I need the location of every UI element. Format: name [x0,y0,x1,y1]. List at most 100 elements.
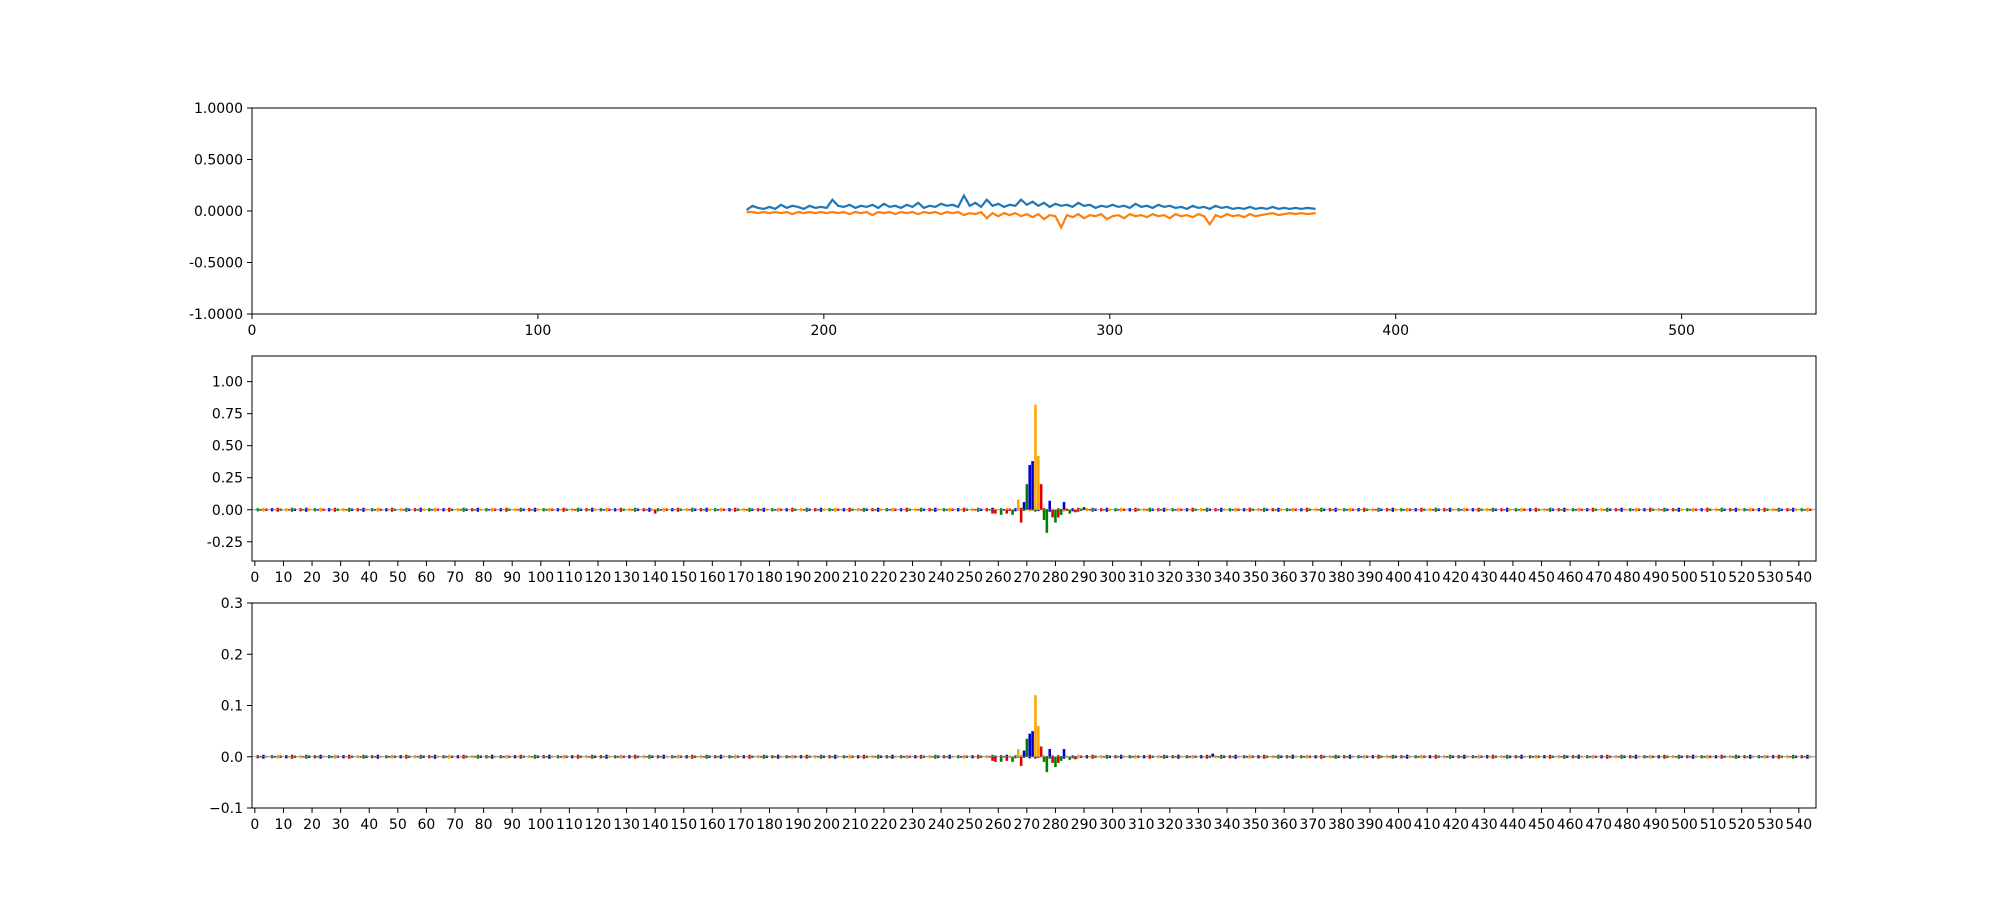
x-tick-label: 460 [1557,570,1584,586]
attribution-bar [1037,455,1040,510]
x-tick-label: 450 [1528,817,1555,833]
x-axis: 0 10 20 30 40 50 60 70 80 90 100 110 120 130 140 150 160… [250,561,1812,586]
x-tick-label: 130 [613,817,640,833]
x-tick-label: 340 [1214,817,1241,833]
x-tick-label: 510 [1700,817,1727,833]
x-tick-label: 270 [1013,570,1040,586]
axes-frame [251,355,1817,562]
x-tick-label: 520 [1728,817,1755,833]
y-tick-label: 1.0000 [194,101,243,117]
y-axis: 1.00 0.75 0.50 0.25 0.00 -0.25 [207,375,252,551]
x-tick-label: 280 [1042,570,1069,586]
x-tick-label: 300 [1099,570,1126,586]
attribution-bar [1045,756,1049,773]
attribution-bar [999,509,1003,515]
chart-panel-3: 0.3 0.2 0.1 0.0 −0.1 0 10 20 30 40 50 60 70 80 90 100 11… [209,596,1817,833]
attribution-bar [653,509,657,514]
x-tick-label: 120 [585,817,612,833]
x-tick-label: 0 [248,323,257,339]
attribution-bar [1019,509,1023,523]
attribution-bar [1211,753,1214,757]
x-tick-label: 210 [842,817,869,833]
attribution-bar [1062,502,1066,510]
x-tick-label: 50 [389,817,407,833]
x-tick-label: 90 [503,570,521,586]
x-tick-label: 250 [956,817,983,833]
attribution-bar [1022,750,1026,757]
x-tick-label: 200 [810,323,837,339]
attribution-bar [1074,509,1077,513]
x-tick-label: 380 [1328,570,1355,586]
attribution-bar [1005,509,1009,514]
x-tick-label: 480 [1614,570,1641,586]
y-tick-label: 0.50 [212,439,243,455]
x-tick-label: 100 [527,817,554,833]
y-tick-label: -1.0000 [189,307,243,323]
x-tick-label: 300 [1099,817,1126,833]
x-tick-label: 370 [1299,817,1326,833]
x-tick-label: 330 [1185,570,1212,586]
x-tick-label: 240 [928,570,955,586]
attribution-bar [1016,749,1020,757]
x-tick-label: 540 [1785,817,1812,833]
attribution-bar [1062,749,1066,757]
y-tick-label: −0.1 [209,801,243,817]
attribution-bar [994,756,997,762]
y-tick-label: 0.75 [212,407,243,423]
x-tick-label: 310 [1128,817,1155,833]
x-tick-label: 60 [417,570,435,586]
y-tick-label: 0.0000 [194,204,243,220]
x-tick-label: 90 [503,817,521,833]
y-tick-label: 1.00 [212,375,243,391]
x-tick-label: 240 [928,817,955,833]
x-tick-label: 260 [985,817,1012,833]
x-tick-label: 20 [303,817,321,833]
x-tick-label: 100 [525,323,552,339]
x-tick-label: 70 [446,817,464,833]
x-tick-label: 0 [250,817,259,833]
x-tick-label: 120 [585,570,612,586]
x-tick-label: 490 [1643,570,1670,586]
x-tick-label: 220 [871,570,898,586]
attribution-bar [1045,509,1049,533]
x-tick-label: 130 [613,570,640,586]
x-tick-label: 0 [250,570,259,586]
x-tick-label: 500 [1671,570,1698,586]
x-tick-label: 270 [1013,817,1040,833]
y-tick-label: 0.00 [212,503,243,519]
y-tick-label: -0.25 [207,535,243,551]
y-tick-label: 0.1 [221,699,243,715]
attribution-bar [1057,509,1060,518]
x-tick-label: 180 [756,570,783,586]
x-tick-label: 390 [1357,817,1384,833]
x-tick-label: 490 [1643,817,1670,833]
x-tick-label: 360 [1271,570,1298,586]
x-tick-label: 190 [785,570,812,586]
attribution-bar [1016,499,1020,510]
x-tick-label: 390 [1357,570,1384,586]
x-tick-label: 470 [1585,570,1612,586]
x-tick-label: 320 [1156,570,1183,586]
y-axis: 0.3 0.2 0.1 0.0 −0.1 [209,596,252,817]
x-tick-label: 210 [842,570,869,586]
x-tick-label: 180 [756,817,783,833]
attribution-bar [1019,756,1023,766]
attribution-bar [1011,756,1014,762]
y-tick-label: 0.5000 [194,153,243,169]
attribution-bar [1028,464,1031,510]
x-tick-label: 540 [1785,570,1812,586]
x-tick-label: 400 [1385,570,1412,586]
y-tick-label: 0.25 [212,471,243,487]
attribution-bar [1042,756,1046,762]
attribution-bar [1005,756,1009,761]
x-tick-label: 200 [813,817,840,833]
chart-panel-2: 1.00 0.75 0.50 0.25 0.00 -0.25 0 10 20 30 40 50 60 70… [207,355,1817,586]
attribution-bar [1051,509,1054,518]
attribution-bar [1022,502,1026,510]
x-tick-label: 10 [275,570,293,586]
attribution-bar [991,509,994,514]
x-tick-label: 360 [1271,817,1298,833]
x-tick-label: 30 [332,817,350,833]
attribution-bar [1025,738,1029,757]
